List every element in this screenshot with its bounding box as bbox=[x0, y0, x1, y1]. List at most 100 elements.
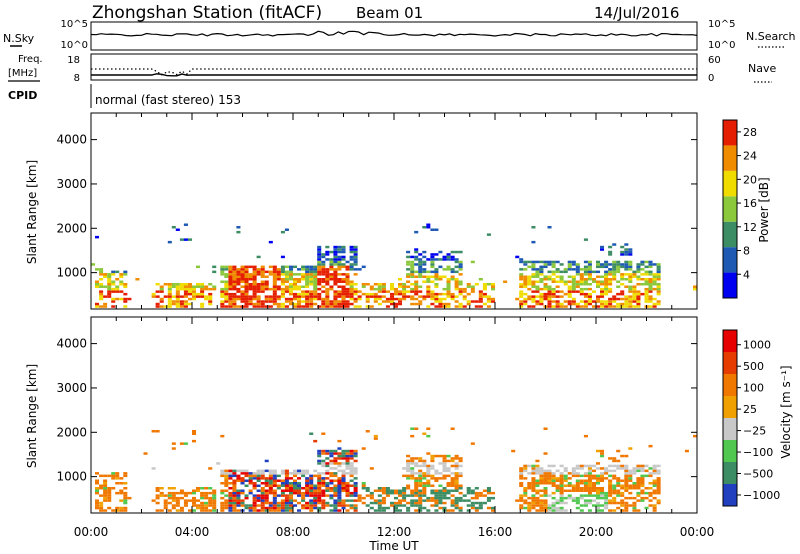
heatmap-cell bbox=[458, 509, 463, 512]
heatmap-cell bbox=[196, 265, 201, 269]
heatmap-cell bbox=[551, 290, 556, 293]
heatmap-cell bbox=[151, 295, 156, 298]
heatmap-cell bbox=[390, 295, 395, 298]
heatmap-cell bbox=[280, 509, 285, 512]
heatmap-cell bbox=[551, 482, 556, 485]
heatmap-cell bbox=[321, 432, 326, 435]
heatmap-cell bbox=[321, 504, 326, 507]
heatmap-cell bbox=[179, 496, 184, 500]
heatmap-cell bbox=[446, 469, 451, 473]
heatmap-cell bbox=[567, 482, 572, 485]
nsky-tick-bottom: 10^0 bbox=[61, 40, 88, 51]
heatmap-cell bbox=[567, 285, 572, 288]
heatmap-cell bbox=[240, 265, 245, 269]
heatmap-cell bbox=[305, 501, 310, 505]
freq-label: Freq. bbox=[18, 54, 43, 65]
heatmap-cell bbox=[224, 479, 229, 482]
heatmap-cell bbox=[107, 494, 112, 497]
heatmap-cell bbox=[293, 305, 298, 308]
heatmap-cell bbox=[228, 491, 233, 495]
heatmap-cell bbox=[313, 439, 318, 443]
heatmap-cell bbox=[470, 300, 475, 303]
heatmap-cell bbox=[539, 268, 544, 271]
heatmap-cell bbox=[188, 287, 193, 291]
heatmap-cell bbox=[305, 300, 310, 303]
heatmap-cell bbox=[212, 509, 217, 512]
heatmap-cell bbox=[612, 464, 617, 468]
heatmap-cell bbox=[523, 501, 528, 505]
heatmap-cell bbox=[301, 273, 306, 276]
heatmap-cell bbox=[410, 265, 415, 269]
heatmap-cell bbox=[604, 285, 609, 288]
heatmap-cell bbox=[183, 290, 188, 293]
heatmap-cell bbox=[103, 273, 108, 276]
heatmap-cell bbox=[313, 270, 318, 274]
heatmap-cell bbox=[321, 501, 326, 505]
heatmap-cell bbox=[454, 501, 459, 505]
heatmap-cell bbox=[656, 501, 661, 505]
heatmap-cell bbox=[628, 491, 633, 495]
heatmap-cell bbox=[418, 263, 423, 266]
heatmap-cell bbox=[309, 280, 314, 283]
heatmap-cell bbox=[284, 300, 289, 303]
heatmap-cell bbox=[256, 477, 261, 480]
heatmap-cell bbox=[272, 479, 277, 482]
heatmap-cell bbox=[608, 491, 613, 495]
heatmap-cell bbox=[272, 496, 277, 500]
heatmap-cell bbox=[656, 484, 661, 487]
heatmap-cell bbox=[600, 248, 605, 251]
heatmap-cell bbox=[628, 263, 633, 266]
heatmap-cell bbox=[551, 496, 556, 500]
heatmap-cell bbox=[478, 278, 483, 281]
heatmap-cell bbox=[592, 464, 597, 468]
heatmap-cell bbox=[624, 248, 629, 251]
heatmap-cell bbox=[349, 283, 354, 286]
heatmap-cell bbox=[309, 487, 314, 490]
heatmap-cell bbox=[434, 268, 439, 271]
heatmap-cell bbox=[159, 487, 164, 490]
date-label: 14/Jul/2016 bbox=[594, 4, 679, 22]
heatmap-cell bbox=[272, 287, 277, 291]
heatmap-cell bbox=[442, 255, 447, 259]
heatmap-cell bbox=[620, 479, 625, 482]
heatmap-cell bbox=[208, 499, 213, 502]
heatmap-cell bbox=[466, 509, 471, 512]
heatmap-cell bbox=[155, 295, 160, 298]
heatmap-cell bbox=[377, 489, 382, 492]
heatmap-cell bbox=[260, 300, 265, 303]
heatmap-cell bbox=[309, 477, 314, 480]
heatmap-cell bbox=[394, 292, 399, 296]
heatmap-cell bbox=[422, 489, 427, 492]
heatmap-cell bbox=[579, 278, 584, 281]
heatmap-cell bbox=[333, 462, 338, 465]
heatmap-cell bbox=[398, 292, 403, 296]
heatmap-cell bbox=[313, 283, 318, 286]
heatmap-cell bbox=[289, 285, 294, 288]
heatmap-cell bbox=[228, 302, 233, 306]
heatmap-cell bbox=[337, 255, 342, 259]
heatmap-cell bbox=[523, 280, 528, 283]
heatmap-cell bbox=[224, 489, 229, 492]
heatmap-cell bbox=[620, 305, 625, 308]
heatmap-cell bbox=[600, 300, 605, 303]
heatmap-cell bbox=[414, 427, 419, 430]
heatmap-cell bbox=[422, 432, 427, 435]
heatmap-cell bbox=[567, 265, 572, 269]
heatmap-cell bbox=[531, 479, 536, 482]
nave-tick-bottom: 0 bbox=[708, 73, 714, 84]
heatmap-cell bbox=[620, 491, 625, 495]
heatmap-cell bbox=[418, 499, 423, 502]
heatmap-cell bbox=[192, 285, 197, 288]
heatmap-cell bbox=[276, 268, 281, 271]
heatmap-cell bbox=[163, 504, 168, 507]
heatmap-cell bbox=[107, 280, 112, 283]
heatmap-cell bbox=[684, 449, 689, 453]
heatmap-cell bbox=[624, 300, 629, 303]
heatmap-cell bbox=[313, 469, 318, 473]
heatmap-cell bbox=[155, 487, 160, 490]
heatmap-cell bbox=[240, 275, 245, 278]
heatmap-cell bbox=[466, 285, 471, 288]
heatmap-cell bbox=[648, 290, 653, 293]
heatmap-cell bbox=[256, 509, 261, 512]
heatmap-cell bbox=[563, 496, 568, 500]
